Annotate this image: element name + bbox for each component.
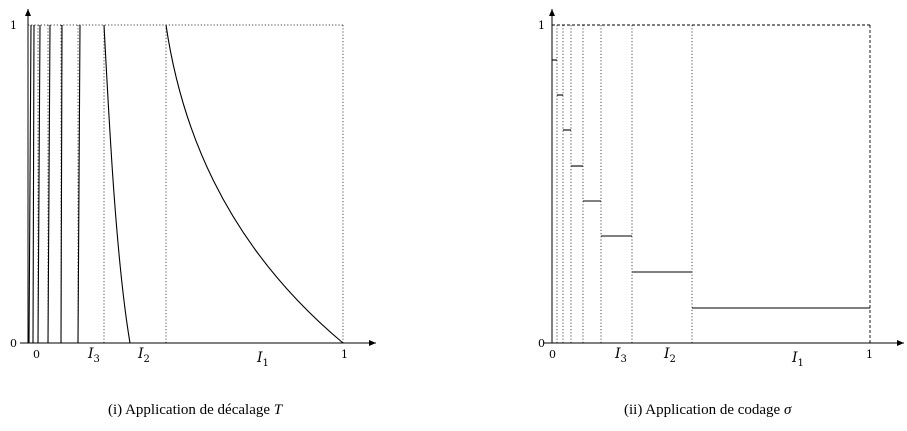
left-xtick-0: 0: [33, 348, 40, 361]
branch-far: [28, 24, 32, 344]
right-ytick-1: 1: [538, 19, 545, 32]
right-xtick-1: 1: [866, 348, 873, 361]
right-partition-lines: [556, 25, 693, 343]
left-ytick-0: 0: [10, 337, 17, 350]
left-ytick-1: 1: [10, 19, 17, 32]
left-branches: [28, 24, 344, 344]
left-interval-label-3: I3: [87, 346, 100, 365]
branch-i6: [47, 24, 51, 344]
left-panel: 0 1 0 1 I3 I2 I1 (i) Application de déca…: [10, 9, 376, 418]
right-panel: 0 1 0 1 I3 I2 I1 (ii) Application de cod…: [538, 9, 904, 418]
branch-far: [37, 24, 41, 344]
branch-i4: [77, 24, 81, 344]
branch-i3: [103, 24, 131, 344]
right-steps: [552, 59, 870, 309]
right-ytick-0: 0: [538, 337, 545, 350]
left-xtick-1: 1: [341, 348, 348, 361]
left-interval-label-1: I1: [256, 350, 269, 369]
branch-i5: [60, 24, 63, 344]
left-interval-label-2: I2: [137, 346, 150, 365]
left-caption: (i) Application de décalage T: [108, 402, 284, 418]
branch-i2: [165, 24, 344, 344]
right-interval-label-1: I1: [791, 350, 804, 369]
right-interval-label-2: I2: [663, 346, 676, 365]
right-caption: (ii) Application de codage σ: [624, 402, 792, 418]
branch-far: [32, 24, 35, 344]
right-xtick-0: 0: [549, 348, 556, 361]
left-partition-lines: [37, 25, 344, 343]
right-interval-label-3: I3: [614, 346, 627, 365]
